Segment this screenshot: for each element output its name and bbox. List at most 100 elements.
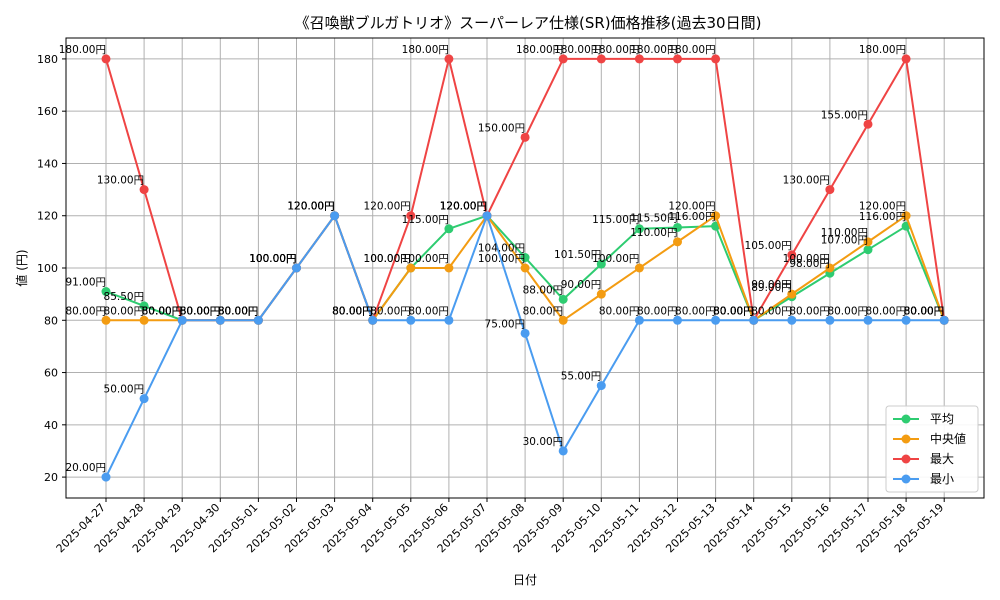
data-label-3: 50.00円 (104, 384, 145, 396)
data-labels-layer: 91.00円85.50円80.00円80.00円80.00円100.00円120… (59, 44, 944, 474)
data-label-2: 80.00円 (332, 305, 373, 317)
data-label-3: 80.00円 (713, 305, 754, 317)
data-label-3: 80.00円 (218, 305, 259, 317)
data-point-3 (101, 472, 111, 482)
data-label-3: 100.00円 (249, 253, 296, 265)
data-point-2 (634, 54, 644, 64)
data-point-0 (520, 253, 530, 263)
data-label-3: 120.00円 (287, 201, 334, 213)
data-label-0: 116.00円 (668, 211, 715, 223)
data-label-0: 100.00円 (364, 253, 411, 265)
data-label-3: 80.00円 (904, 305, 945, 317)
data-point-1 (634, 263, 644, 273)
data-label-3: 80.00円 (142, 305, 183, 317)
data-label-2: 180.00円 (59, 44, 106, 56)
data-label-1: 80.00円 (104, 305, 145, 317)
data-label-2: 180.00円 (859, 44, 906, 56)
y-tick-label: 100 (37, 262, 58, 275)
data-label-0: 80.00円 (904, 305, 945, 317)
data-label-2: 180.00円 (668, 44, 715, 56)
data-point-3 (520, 328, 530, 338)
data-point-1 (406, 263, 416, 273)
data-point-2 (520, 132, 530, 142)
data-label-1: 80.00円 (332, 305, 373, 317)
data-point-1 (139, 315, 149, 325)
data-point-3 (787, 315, 797, 325)
data-point-2 (101, 54, 111, 64)
data-label-0: 98.00円 (789, 258, 830, 270)
data-label-0: 80.00円 (180, 305, 221, 317)
data-point-1 (596, 289, 606, 299)
data-label-2: 80.00円 (904, 305, 945, 317)
legend-label-1: 中央値 (930, 431, 966, 446)
data-label-3: 80.00円 (332, 305, 373, 317)
data-point-0 (673, 222, 682, 232)
data-label-1: 90.00円 (751, 279, 792, 291)
data-label-3: 20.00円 (65, 462, 106, 474)
data-label-2: 150.00円 (478, 122, 525, 134)
y-axis-title: 値 (円) (14, 249, 29, 286)
data-label-3: 80.00円 (599, 305, 640, 317)
data-label-2: 120.00円 (364, 201, 411, 213)
data-label-0: 115.00円 (592, 214, 639, 226)
data-point-3 (215, 315, 225, 325)
data-label-1: 80.00円 (65, 305, 106, 317)
data-label-0: 104.00円 (478, 243, 525, 255)
data-label-0: 80.00円 (713, 305, 754, 317)
legend-label-3: 最小 (930, 472, 954, 486)
data-point-2 (558, 54, 568, 64)
data-point-3 (177, 315, 187, 325)
series-layer (101, 54, 949, 482)
data-label-1: 80.00円 (142, 305, 183, 317)
data-label-0: 89.00円 (751, 282, 792, 294)
data-label-0: 101.50円 (554, 249, 601, 261)
legend-box (885, 405, 979, 493)
data-label-2: 80.00円 (218, 305, 259, 317)
data-point-3 (482, 211, 492, 221)
data-point-3 (634, 315, 644, 325)
data-point-2 (596, 54, 606, 64)
data-label-1: 120.00円 (859, 201, 906, 213)
data-label-1: 80.00円 (904, 305, 945, 317)
data-label-0: 116.00円 (859, 211, 906, 223)
y-tick-label: 20 (44, 471, 58, 484)
data-point-2 (711, 54, 721, 64)
data-point-3 (673, 315, 682, 325)
data-point-1 (520, 263, 530, 273)
data-point-1 (825, 263, 835, 273)
data-label-1: 90.00円 (561, 279, 602, 291)
data-point-1 (901, 211, 911, 221)
data-point-0 (139, 301, 149, 311)
data-point-0 (101, 287, 111, 297)
data-label-3: 80.00円 (408, 305, 449, 317)
y-tick-label: 40 (44, 419, 58, 432)
data-label-0: 115.50円 (630, 212, 677, 224)
data-label-3: 80.00円 (789, 305, 830, 317)
data-label-2: 80.00円 (180, 305, 221, 317)
data-point-1 (558, 315, 568, 325)
data-point-3 (368, 315, 378, 325)
data-point-3 (444, 315, 454, 325)
data-point-1 (673, 237, 682, 247)
data-point-3 (825, 315, 835, 325)
data-label-2: 120.00円 (287, 201, 334, 213)
y-tick-label: 140 (37, 157, 58, 170)
data-point-0 (558, 294, 568, 304)
data-label-1: 100.00円 (478, 253, 525, 265)
data-label-3: 30.00円 (523, 436, 564, 448)
y-tick-label: 120 (37, 210, 58, 223)
data-point-2 (863, 119, 873, 129)
data-label-0: 88.00円 (523, 284, 564, 296)
data-point-2 (673, 54, 682, 64)
data-label-1: 100.00円 (592, 253, 639, 265)
data-point-3 (139, 394, 149, 404)
data-point-0 (634, 224, 644, 234)
data-point-1 (787, 289, 797, 299)
data-label-3: 80.00円 (827, 305, 868, 317)
data-label-1: 80.00円 (218, 305, 259, 317)
data-label-1: 120.00円 (440, 201, 487, 213)
data-label-0: 115.00円 (402, 214, 449, 226)
data-label-0: 120.00円 (287, 201, 334, 213)
data-label-3: 80.00円 (751, 305, 792, 317)
